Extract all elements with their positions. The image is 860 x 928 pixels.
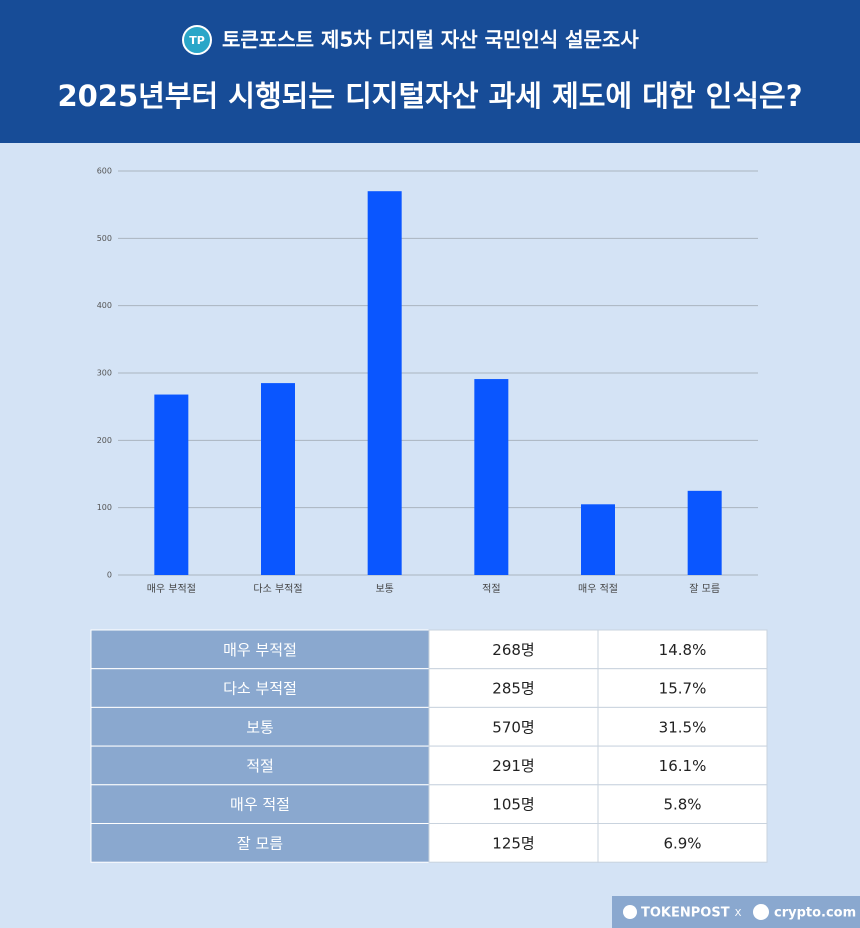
table-cell bbox=[90, 706, 430, 747]
table-text: 16.1% bbox=[659, 757, 707, 775]
table-text: 다소 부적절 bbox=[223, 680, 297, 698]
logo-mark: TP bbox=[189, 34, 205, 47]
y-tick-label: 0 bbox=[107, 571, 112, 580]
x-tick-label: 잘 모름 bbox=[689, 583, 720, 595]
x-tick-label: 적절 bbox=[482, 582, 500, 595]
chart: 0 100 200 300 400 500 600 매우 부적절 다소 부적절 보통 적절 매우 적절… bbox=[97, 167, 758, 595]
bar bbox=[154, 394, 189, 575]
table-cell bbox=[90, 668, 430, 708]
table-text: 31.5% bbox=[659, 718, 707, 736]
table-cell bbox=[90, 745, 430, 786]
table-cell bbox=[428, 745, 599, 786]
footer-logo bbox=[753, 904, 769, 920]
table-text: 매우 적절 bbox=[230, 796, 290, 814]
title: 2025년부터 시행되는 디지털자산 과세 제도에 대한 인식은? bbox=[57, 79, 802, 113]
logo bbox=[182, 25, 212, 55]
y-tick-label: 300 bbox=[97, 369, 112, 378]
subtitle: 토큰포스트 제5차 디지털 자산 국민인식 설문조사 bbox=[222, 28, 639, 52]
table-text: 6.9% bbox=[663, 834, 701, 852]
x-tick-label: 다소 부적절 bbox=[253, 582, 302, 595]
table-text: 매우 부적절 bbox=[223, 641, 297, 659]
y-tick-label: 600 bbox=[97, 167, 112, 176]
table-text: 285명 bbox=[492, 680, 534, 698]
table-text: 105명 bbox=[492, 796, 534, 814]
x-tick-label: 매우 적절 bbox=[578, 582, 618, 595]
table: 매우 부적절 268명 14.8% 다소 부적절 285명 15.7% 보통 570명 31.5… bbox=[90, 629, 768, 863]
table-text: 268명 bbox=[492, 641, 534, 659]
x-tick-label: 매우 부적절 bbox=[147, 582, 196, 595]
footer-logo bbox=[623, 905, 637, 919]
table-cell bbox=[90, 784, 430, 824]
y-tick-label: 500 bbox=[97, 234, 112, 243]
table-cell bbox=[597, 668, 768, 708]
footer-separator: X bbox=[735, 908, 742, 919]
bar bbox=[687, 490, 722, 575]
bar bbox=[474, 379, 509, 575]
x-tick-label: 보통 bbox=[375, 583, 393, 595]
y-tick-label: 400 bbox=[97, 301, 112, 310]
table-text: 14.8% bbox=[659, 641, 707, 659]
table-text: 5.8% bbox=[663, 796, 701, 814]
table-text: 570명 bbox=[492, 718, 534, 736]
table-text: 적절 bbox=[246, 757, 274, 775]
bar bbox=[581, 504, 615, 575]
bar bbox=[367, 191, 402, 575]
table-cell bbox=[597, 745, 768, 786]
table-text: 125명 bbox=[492, 834, 534, 852]
table-cell bbox=[428, 629, 599, 670]
y-tick-label: 200 bbox=[97, 436, 112, 445]
footer-band bbox=[612, 896, 860, 928]
table-cell bbox=[597, 784, 768, 824]
y-tick-label: 100 bbox=[97, 503, 112, 512]
table-text: 15.7% bbox=[659, 680, 707, 698]
table-cell bbox=[428, 706, 599, 747]
table-text: 291명 bbox=[492, 757, 534, 775]
table-cell bbox=[597, 823, 768, 863]
footer-brand: crypto.com bbox=[774, 906, 856, 921]
table-cell bbox=[597, 706, 768, 747]
bar bbox=[261, 383, 295, 575]
table-cell bbox=[428, 823, 599, 863]
table-text: 보통 bbox=[246, 718, 274, 736]
header-band bbox=[0, 0, 860, 143]
footer-brand: TOKENPOST bbox=[641, 906, 730, 921]
table-text: 잘 모름 bbox=[237, 834, 283, 852]
